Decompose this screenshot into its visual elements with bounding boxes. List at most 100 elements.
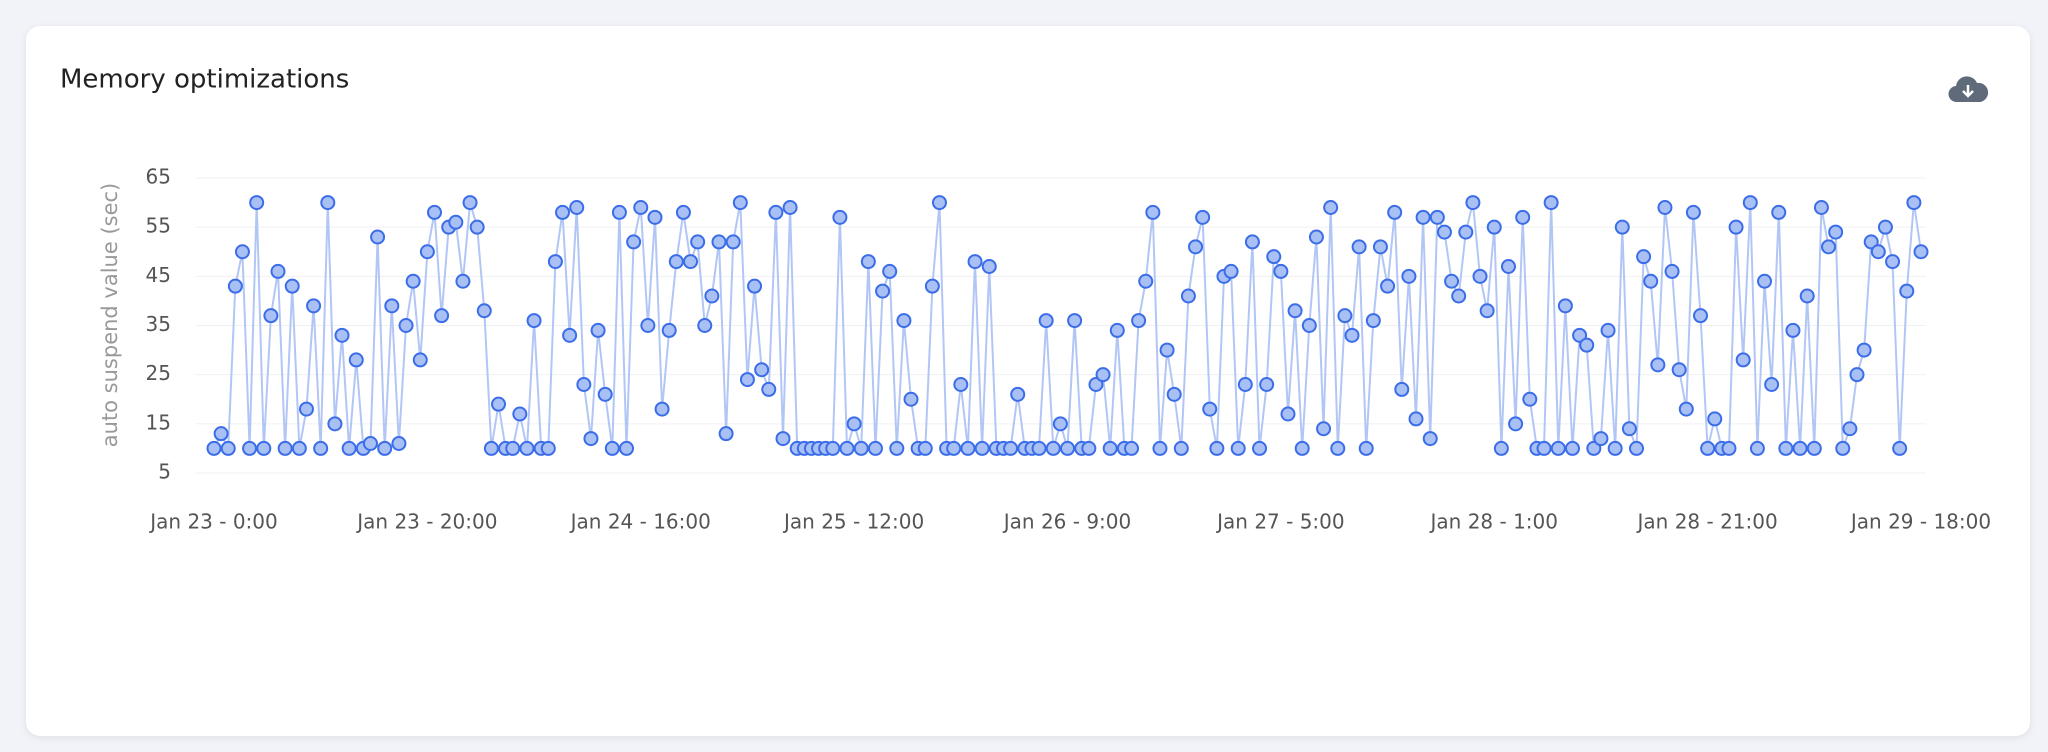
data-point — [1486, 219, 1502, 235]
data-point — [654, 401, 670, 417]
x-tick-label: Jan 28 - 21:00 — [1636, 510, 1778, 534]
x-tick-label: Jan 28 - 1:00 — [1429, 510, 1558, 534]
data-point — [1863, 234, 1879, 250]
data-point — [1508, 416, 1524, 432]
data-point — [683, 254, 699, 270]
x-tick-label: Jan 25 - 12:00 — [782, 510, 924, 534]
data-point — [1131, 313, 1147, 329]
data-point — [206, 440, 222, 456]
data-point — [277, 440, 293, 456]
data-point — [1195, 209, 1211, 225]
download-button[interactable] — [1948, 76, 1989, 103]
data-point — [419, 244, 435, 260]
data-point — [1380, 278, 1396, 294]
data-point — [1849, 367, 1865, 383]
data-point — [1067, 313, 1083, 329]
data-point — [1500, 259, 1516, 274]
data-point — [1159, 342, 1175, 358]
x-tick-label: Jan 23 - 0:00 — [148, 510, 277, 534]
data-point — [1223, 263, 1239, 279]
data-point — [1856, 342, 1872, 358]
data-point — [690, 234, 706, 250]
x-tick-label: Jan 24 - 16:00 — [569, 510, 711, 534]
y-tick-label: 35 — [146, 312, 171, 336]
data-point — [1650, 357, 1666, 373]
data-point — [1749, 440, 1765, 456]
data-point — [1621, 421, 1637, 437]
data-point — [1885, 254, 1901, 270]
data-point — [867, 440, 883, 456]
data-point — [846, 416, 862, 432]
data-point — [597, 386, 613, 402]
data-point — [1792, 440, 1808, 456]
data-point — [633, 200, 649, 215]
data-point — [747, 278, 763, 294]
data-point — [213, 426, 229, 442]
data-point — [576, 377, 592, 392]
data-point — [377, 440, 393, 456]
data-point — [974, 440, 990, 456]
x-tick-label: Jan 23 - 20:00 — [355, 510, 497, 534]
y-tick-label: 5 — [158, 460, 171, 484]
data-point — [1664, 263, 1680, 279]
data-point — [462, 195, 478, 211]
data-point — [953, 377, 969, 392]
data-point — [555, 204, 571, 220]
data-point — [946, 440, 962, 456]
data-point — [1330, 440, 1346, 456]
data-point — [1337, 308, 1353, 324]
data-point — [1785, 322, 1801, 338]
data-point — [1372, 239, 1388, 255]
data-point — [1287, 303, 1303, 319]
data-point — [1629, 440, 1644, 456]
data-point — [860, 254, 876, 270]
data-point — [1600, 322, 1616, 338]
data-point — [1308, 229, 1324, 245]
data-point — [1451, 288, 1467, 304]
x-tick-label: Jan 29 - 18:00 — [1849, 510, 1991, 534]
x-tick-label: Jan 27 - 5:00 — [1215, 510, 1344, 534]
data-point — [512, 406, 528, 422]
data-point — [234, 244, 250, 260]
data-point — [448, 214, 464, 230]
y-axis-label: auto suspend value (sec) — [98, 183, 122, 448]
data-point — [526, 313, 542, 329]
data-point — [1586, 440, 1602, 456]
data-point — [1124, 440, 1140, 456]
data-point — [1842, 421, 1858, 437]
data-point — [334, 327, 350, 343]
data-point — [227, 278, 243, 294]
data-point — [704, 288, 720, 304]
data-point — [291, 440, 307, 456]
data-point — [1365, 313, 1381, 329]
data-point — [348, 352, 364, 368]
data-point — [256, 440, 272, 456]
data-point — [1422, 431, 1438, 447]
data-point — [1593, 431, 1609, 447]
data-point — [1081, 440, 1097, 456]
data-point — [1728, 219, 1744, 235]
data-point — [412, 352, 428, 368]
data-point — [1088, 377, 1104, 392]
data-point — [1543, 195, 1559, 211]
data-point — [1821, 239, 1837, 255]
data-point — [1401, 268, 1417, 284]
data-point — [370, 229, 386, 245]
data-point — [1778, 440, 1794, 456]
data-point — [540, 440, 556, 456]
data-point — [1394, 381, 1410, 397]
data-point — [583, 431, 599, 447]
x-tick-label: Jan 26 - 9:00 — [1002, 510, 1131, 534]
data-point — [1003, 440, 1019, 456]
data-point — [1109, 322, 1125, 338]
data-point — [875, 283, 891, 299]
data-point — [405, 273, 421, 289]
data-point — [882, 263, 898, 279]
data-point — [483, 440, 499, 456]
data-point — [320, 195, 336, 211]
data-point — [1145, 204, 1161, 220]
data-point — [1671, 362, 1687, 378]
data-point — [1614, 219, 1630, 235]
data-point — [1693, 308, 1709, 324]
